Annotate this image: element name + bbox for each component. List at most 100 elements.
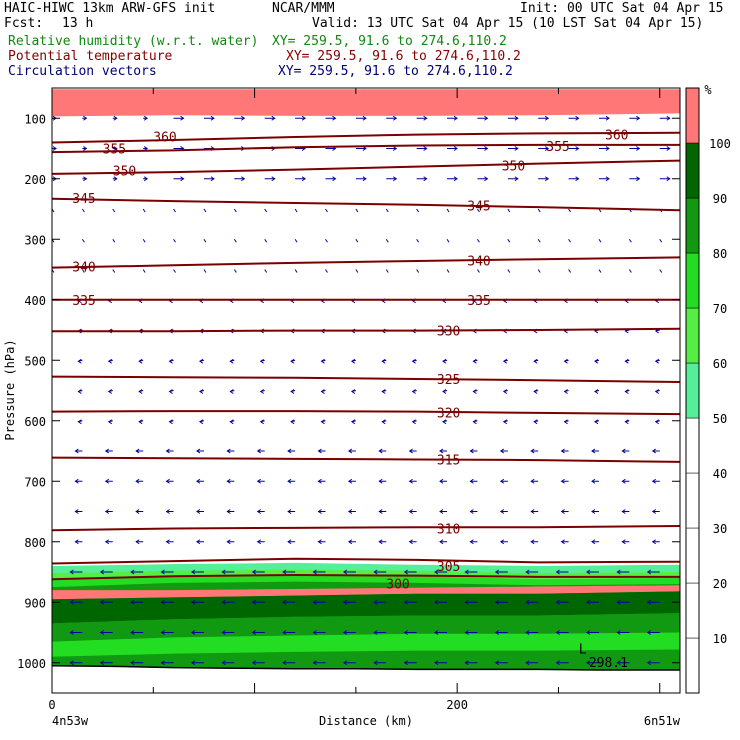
vector-head xyxy=(317,478,322,484)
vector-head xyxy=(221,599,226,605)
circulation-vector xyxy=(568,238,571,243)
vector-head xyxy=(271,176,276,182)
vector-head xyxy=(651,478,657,484)
vector-head xyxy=(494,569,500,575)
init-time: Init: 00 UTC Sat 04 Apr 15 xyxy=(520,1,724,16)
vector-head xyxy=(605,176,610,182)
y-tick-label: 100 xyxy=(24,112,46,126)
vector-head xyxy=(168,389,173,394)
colorbar-swatch xyxy=(685,307,700,364)
vector-head xyxy=(616,599,621,605)
vector-head xyxy=(555,630,560,635)
theta-label-340: 340 xyxy=(467,254,490,269)
vector-head xyxy=(77,358,82,364)
vector-head xyxy=(52,146,57,151)
vector-head xyxy=(259,419,264,425)
theta-contour-325 xyxy=(52,375,680,384)
vector-head xyxy=(469,478,474,484)
vector-head xyxy=(636,176,641,182)
surface-line xyxy=(52,665,680,671)
vector-head xyxy=(514,176,519,182)
fcst-label: Fcst: xyxy=(4,16,44,31)
vector-head xyxy=(591,539,596,545)
vector-head xyxy=(616,630,621,635)
vector-head xyxy=(651,509,657,514)
vector-head xyxy=(320,389,325,394)
circulation-vector xyxy=(142,269,146,273)
theta-contour-360 xyxy=(52,131,680,144)
vector-head xyxy=(287,478,292,484)
vector-head xyxy=(464,569,469,575)
vector-head xyxy=(317,448,322,454)
vector-head xyxy=(472,389,477,394)
vector-head xyxy=(654,419,660,425)
vector-head xyxy=(347,448,353,454)
colorbar-unit-label: % xyxy=(704,83,712,97)
vector-head xyxy=(99,660,105,666)
rh-band xyxy=(52,89,680,117)
circulation-vector xyxy=(507,208,511,213)
vector-head xyxy=(312,569,317,575)
vector-head xyxy=(544,115,550,121)
vector-head xyxy=(226,478,231,484)
vector-head xyxy=(199,419,204,425)
left-endpoint-label: 4n53w xyxy=(52,714,89,728)
vector-head xyxy=(165,478,170,484)
vector-head xyxy=(605,146,610,151)
vector-head xyxy=(605,115,610,121)
circulation-vector xyxy=(325,208,328,213)
vector-head xyxy=(256,478,261,484)
vector-head xyxy=(392,176,398,182)
circulation-vector xyxy=(52,360,53,361)
org-label: NCAR/MMM xyxy=(272,1,335,16)
vector-head xyxy=(378,539,383,545)
circulation-vector xyxy=(142,238,146,243)
theta-label-310: 310 xyxy=(437,522,460,537)
circulation-vector xyxy=(233,269,237,273)
vector-head xyxy=(196,478,201,484)
theta-label-360: 360 xyxy=(153,130,176,145)
vector-head xyxy=(226,509,231,514)
vector-head xyxy=(411,389,416,394)
vector-head xyxy=(408,539,413,545)
circulation-vector xyxy=(173,208,176,213)
vector-head xyxy=(160,630,165,635)
vector-head xyxy=(586,569,591,575)
colorbar-swatch xyxy=(685,197,700,254)
vector-head xyxy=(130,660,135,666)
vector-head xyxy=(282,599,287,605)
circulation-vector xyxy=(385,238,389,243)
vector-head xyxy=(77,389,82,394)
right-endpoint-label: 6n51w xyxy=(644,714,681,728)
vector-head xyxy=(168,358,173,364)
vector-head xyxy=(530,539,535,545)
vector-head xyxy=(221,569,226,575)
vector-head xyxy=(160,599,165,605)
vector-head xyxy=(290,419,295,425)
rh-band xyxy=(52,613,680,642)
circulation-vector xyxy=(52,420,53,422)
vector-head xyxy=(113,146,118,151)
vector-head xyxy=(453,115,458,121)
vector-head xyxy=(221,660,226,666)
colorbar-tick-label: 30 xyxy=(713,522,727,536)
vector-head xyxy=(45,510,48,514)
vector-head xyxy=(113,115,118,121)
vector-head xyxy=(469,509,474,514)
theta-label-320: 320 xyxy=(437,406,460,421)
y-tick-label: 700 xyxy=(24,475,46,489)
theta-label-345: 345 xyxy=(467,199,490,214)
vector-head xyxy=(586,599,591,605)
vector-head xyxy=(666,115,671,121)
vector-head xyxy=(533,358,538,364)
vector-head xyxy=(403,660,408,666)
vector-head xyxy=(646,630,652,635)
vector-head xyxy=(99,599,105,605)
vector-head xyxy=(484,115,489,121)
vector-head xyxy=(621,539,626,545)
theta-label-325: 325 xyxy=(437,373,460,388)
y-tick-label: 300 xyxy=(24,233,46,247)
vector-head xyxy=(241,115,246,121)
circulation-vector xyxy=(112,208,116,213)
